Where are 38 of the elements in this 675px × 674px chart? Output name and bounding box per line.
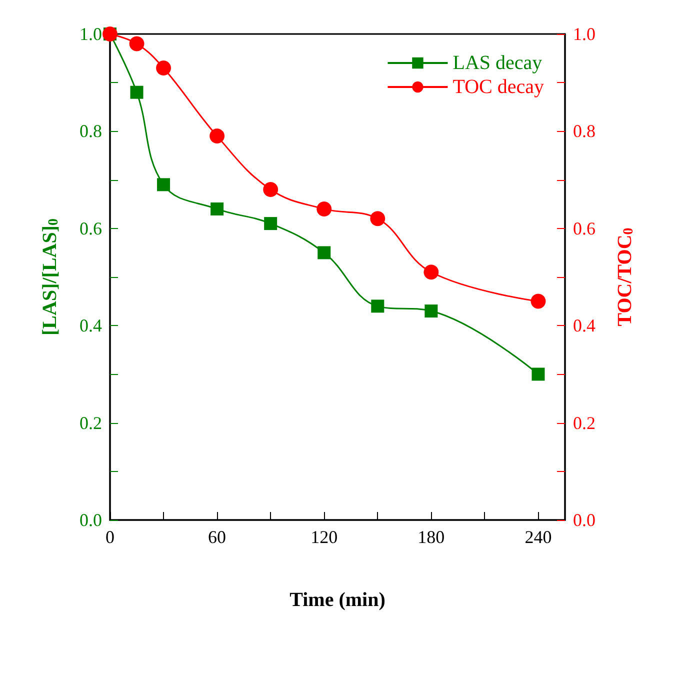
y2-tick-label: 0.8: [573, 121, 596, 142]
point: [318, 246, 331, 260]
point: [263, 182, 278, 198]
x-axis-title: Time (min): [290, 589, 386, 611]
point: [424, 264, 439, 280]
point: [316, 201, 332, 216]
legend-label: TOC decay: [452, 76, 544, 98]
legend-label: LAS decay: [452, 52, 542, 74]
point: [424, 304, 438, 318]
y-tick-label: 0.4: [80, 316, 102, 336]
x-tick-label: 60: [208, 527, 226, 547]
text: 1.0: [573, 24, 596, 44]
point: [370, 211, 386, 226]
y-tick-label: 0.6: [80, 218, 102, 238]
point: [532, 368, 545, 381]
point: [210, 202, 224, 216]
text: 1.0: [80, 24, 102, 44]
y2-axis-title: TOC/TOC0: [614, 228, 636, 326]
y2-tick-label: 0.6: [573, 218, 596, 238]
y2-tick-label: 0.4: [573, 316, 596, 336]
point: [129, 36, 144, 52]
y2-tick-label: 0.2: [573, 412, 596, 433]
point: [130, 86, 144, 99]
text: 0.0: [80, 510, 102, 530]
x-tick-label: 180: [418, 527, 445, 547]
point: [157, 178, 170, 192]
text: 0.0: [573, 510, 596, 530]
y-tick-label: 0.8: [80, 121, 102, 142]
y-tick-label: 0.2: [80, 412, 102, 433]
point: [210, 128, 225, 144]
point: [264, 217, 278, 230]
point: [371, 300, 384, 313]
point: [530, 294, 546, 309]
x-tick-label: 120: [310, 527, 338, 547]
x-tick-label: 0: [106, 527, 114, 547]
point: [156, 60, 172, 76]
y-axis-title: [LAS]/[LAS]0: [39, 218, 62, 336]
x-tick-label: 240: [524, 527, 552, 547]
